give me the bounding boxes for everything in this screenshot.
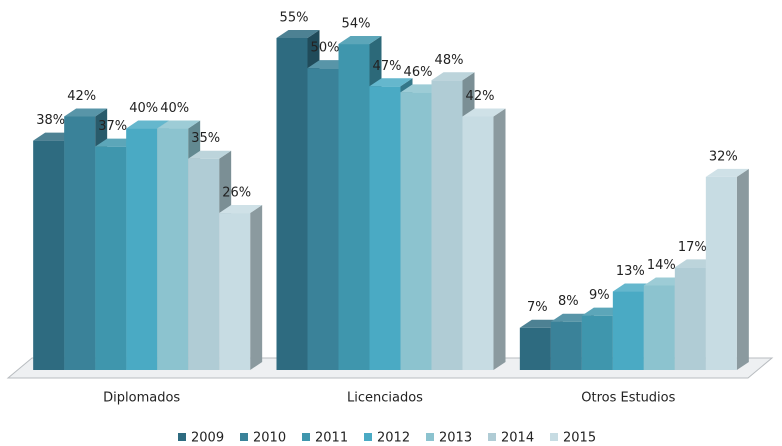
data-label: 38%: [36, 113, 65, 128]
x-tick-label: Licenciados: [347, 391, 423, 406]
bar-top: [157, 120, 201, 129]
bar-top: [188, 150, 232, 159]
legend-swatch: [178, 433, 186, 441]
bar: [462, 116, 494, 371]
legend-label: 2013: [439, 431, 472, 446]
legend-label: 2012: [377, 431, 410, 446]
data-label: 8%: [558, 294, 579, 309]
bar-top: [431, 72, 475, 81]
legend-swatch: [364, 433, 372, 441]
bar: [276, 38, 308, 370]
data-label: 42%: [67, 89, 96, 104]
data-label: 17%: [678, 240, 707, 255]
bar: [188, 158, 220, 370]
data-label: 48%: [435, 53, 464, 68]
bar: [157, 128, 189, 370]
data-label: 40%: [160, 101, 189, 116]
bar: [400, 92, 432, 370]
bar-top: [705, 168, 749, 177]
bar-top: [276, 30, 320, 38]
bar-top: [462, 108, 506, 117]
bar: [95, 146, 127, 370]
bar: [643, 285, 675, 370]
data-label: 26%: [222, 186, 251, 201]
data-label: 42%: [466, 89, 495, 104]
data-label: 47%: [373, 59, 402, 74]
legend-swatch: [550, 433, 558, 441]
data-label: 54%: [342, 17, 371, 32]
data-label: 50%: [311, 41, 340, 56]
data-label: 13%: [616, 264, 645, 279]
data-label: 37%: [98, 119, 127, 134]
bar: [338, 44, 370, 370]
x-tick-label: Diplomados: [103, 391, 180, 406]
data-label: 32%: [709, 149, 738, 164]
bar: [431, 80, 463, 370]
bar: [126, 128, 158, 370]
bar: [519, 327, 551, 370]
legend-label: 2010: [253, 431, 286, 446]
legend-swatch: [488, 433, 496, 441]
legend-label: 2014: [501, 431, 534, 446]
data-label: 9%: [589, 288, 610, 303]
bar-top: [338, 36, 382, 45]
bar: [674, 267, 706, 370]
bar: [550, 321, 582, 370]
bar-top: [126, 120, 170, 129]
legend-swatch: [302, 433, 310, 441]
x-tick-label: Otros Estudios: [581, 391, 675, 406]
data-label: 40%: [129, 101, 158, 116]
bar: [307, 68, 339, 370]
bar-top: [64, 108, 108, 117]
legend-label: 2011: [315, 431, 348, 446]
bar-side: [250, 205, 263, 370]
data-label: 7%: [527, 300, 548, 315]
data-label: 14%: [647, 258, 676, 273]
legend-swatch: [426, 433, 434, 441]
data-label: 55%: [280, 11, 309, 26]
bar-top: [219, 205, 263, 214]
bar-side: [493, 108, 506, 371]
bar-top: [369, 78, 413, 87]
bar: [219, 213, 251, 370]
bar: [612, 291, 644, 370]
bar: [369, 86, 401, 371]
bar: [33, 140, 65, 370]
legend-label: 2009: [191, 431, 224, 446]
bar-side: [736, 168, 749, 370]
data-label: 46%: [404, 65, 433, 80]
bar: [705, 176, 737, 370]
data-label: 35%: [191, 131, 220, 146]
bar: [581, 315, 613, 370]
legend-label: 2015: [563, 431, 596, 446]
bar: [64, 116, 96, 371]
legend-swatch: [240, 433, 248, 441]
